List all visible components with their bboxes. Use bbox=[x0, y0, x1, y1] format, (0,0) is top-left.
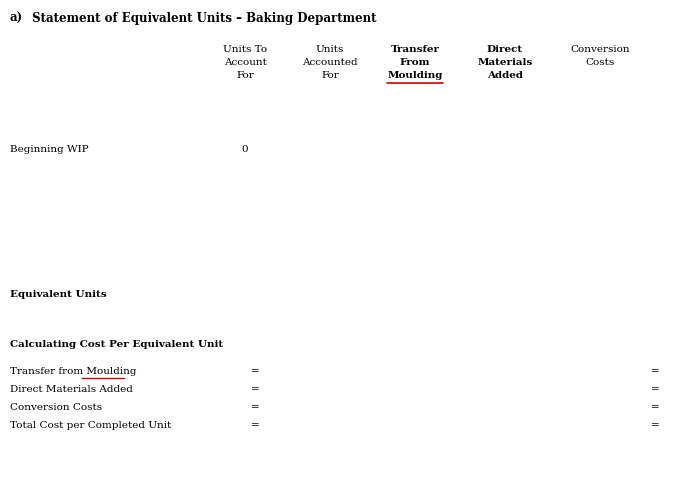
Text: Beginning WIP: Beginning WIP bbox=[10, 145, 88, 154]
Text: Moulding: Moulding bbox=[387, 71, 443, 80]
Text: Direct Materials Added: Direct Materials Added bbox=[10, 385, 133, 394]
Text: =: = bbox=[651, 385, 659, 394]
Text: Total Cost per Completed Unit: Total Cost per Completed Unit bbox=[10, 421, 171, 430]
Text: Added: Added bbox=[487, 71, 523, 80]
Text: Conversion Costs: Conversion Costs bbox=[10, 403, 102, 412]
Text: From: From bbox=[400, 58, 430, 67]
Text: Direct: Direct bbox=[487, 45, 523, 54]
Text: Statement of Equivalent Units – Baking Department: Statement of Equivalent Units – Baking D… bbox=[28, 12, 377, 25]
Text: Units: Units bbox=[316, 45, 345, 54]
Text: Materials: Materials bbox=[477, 58, 532, 67]
Text: Transfer: Transfer bbox=[390, 45, 439, 54]
Text: =: = bbox=[251, 421, 260, 430]
Text: a): a) bbox=[10, 12, 23, 25]
Text: Calculating Cost Per Equivalent Unit: Calculating Cost Per Equivalent Unit bbox=[10, 340, 223, 349]
Text: =: = bbox=[251, 403, 260, 412]
Text: Equivalent Units: Equivalent Units bbox=[10, 290, 106, 299]
Text: =: = bbox=[251, 367, 260, 376]
Text: Account: Account bbox=[223, 58, 267, 67]
Text: =: = bbox=[651, 421, 659, 430]
Text: 0: 0 bbox=[242, 145, 248, 154]
Text: =: = bbox=[251, 385, 260, 394]
Text: For: For bbox=[236, 71, 254, 80]
Text: =: = bbox=[651, 403, 659, 412]
Text: Units To: Units To bbox=[223, 45, 267, 54]
Text: For: For bbox=[321, 71, 339, 80]
Text: =: = bbox=[651, 367, 659, 376]
Text: Accounted: Accounted bbox=[302, 58, 358, 67]
Text: Costs: Costs bbox=[585, 58, 615, 67]
Text: Transfer from Moulding: Transfer from Moulding bbox=[10, 367, 136, 376]
Text: Conversion: Conversion bbox=[570, 45, 630, 54]
